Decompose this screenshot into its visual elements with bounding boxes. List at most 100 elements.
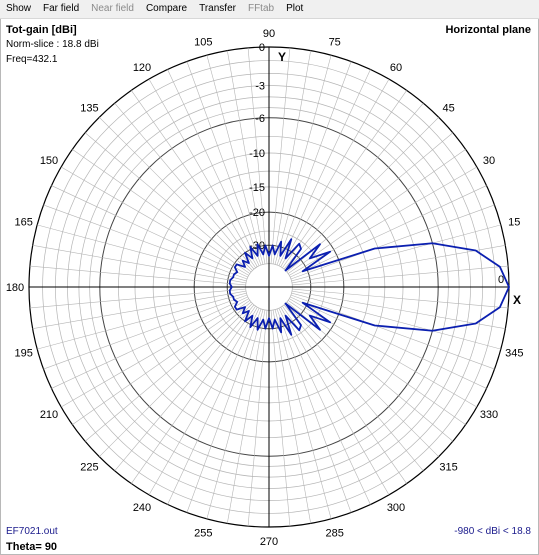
grid-spoke	[167, 308, 260, 505]
plot-title: Tot-gain [dBi]	[6, 24, 77, 36]
menu-compare[interactable]: Compare	[145, 3, 188, 14]
grid-spoke	[37, 224, 247, 282]
grid-spoke	[290, 204, 495, 280]
grid-spoke	[290, 294, 495, 370]
grid-spoke	[51, 296, 248, 389]
angle-tick-label: 75	[329, 37, 341, 49]
grid-spoke	[292, 288, 509, 309]
gain-pattern-trace	[228, 238, 510, 336]
grid-spoke	[51, 185, 248, 278]
grid-spoke	[276, 61, 352, 266]
grid-spoke	[283, 304, 424, 472]
axis-labels: YX	[278, 50, 521, 307]
grid-spoke	[247, 47, 268, 264]
file-name: EF7021.out	[6, 526, 58, 537]
grid-spoke	[61, 298, 249, 408]
grid-spoke	[32, 290, 247, 329]
radial-tick-labels: 0-3-6-10-15-20-30	[249, 42, 265, 252]
radial-tick-label: -20	[249, 207, 265, 219]
angle-tick-label: 45	[442, 102, 454, 114]
angle-tick-label: 135	[80, 102, 98, 114]
menu-near-field[interactable]: Near field	[91, 3, 134, 14]
menu-far-field[interactable]: Far field	[43, 3, 80, 14]
grid-spoke	[287, 149, 466, 274]
radial-tick-label: -3	[255, 81, 265, 93]
grid-spoke	[84, 301, 252, 442]
grid-spoke	[84, 132, 252, 273]
angle-tick-label: 285	[326, 527, 344, 539]
grid-spoke	[292, 265, 509, 286]
grid-spoke	[99, 117, 253, 271]
menu-plot[interactable]: Plot	[286, 3, 304, 14]
polar-grid	[28, 46, 510, 528]
angle-tick-label: 255	[194, 527, 212, 539]
angle-tick-label: 315	[439, 462, 457, 474]
angle-tick-label: 180	[6, 282, 24, 294]
angle-tick-label: 120	[133, 62, 151, 74]
grid-spoke	[291, 292, 501, 350]
grid-spoke	[282, 305, 407, 484]
grid-spoke	[37, 292, 247, 350]
grid-spoke	[289, 166, 478, 276]
angle-tick-label: 210	[40, 409, 58, 421]
grid-spoke	[99, 303, 253, 457]
x-axis-label: X	[513, 293, 521, 307]
grid-spoke	[148, 79, 258, 267]
grid-spoke	[61, 166, 249, 276]
angle-tick-label: 30	[483, 155, 495, 167]
angle-tick-label: 90	[263, 28, 275, 40]
angle-tick-label: 0	[498, 274, 504, 286]
grid-spoke	[291, 290, 506, 329]
grid-spoke	[167, 69, 260, 266]
grid-spoke	[290, 185, 487, 278]
grid-spoke	[114, 304, 255, 472]
grid-spoke	[206, 55, 264, 265]
gain-range: -980 < dBi < 18.8	[454, 526, 531, 537]
grid-spoke	[186, 61, 262, 266]
frequency-label: Freq=432.1	[6, 54, 58, 65]
grid-spoke	[274, 309, 332, 519]
radial-tick-label: -15	[249, 182, 265, 194]
grid-spoke	[285, 117, 439, 271]
grid-spoke	[131, 90, 256, 269]
angle-tick-label: 345	[505, 348, 523, 360]
grid-spoke	[43, 204, 248, 280]
angle-tick-label: 300	[387, 502, 405, 514]
grid-spoke	[29, 265, 246, 286]
angle-tick-label: 270	[260, 536, 278, 548]
grid-spoke	[276, 308, 352, 513]
grid-spoke	[227, 309, 266, 524]
grid-spoke	[280, 307, 390, 496]
grid-spoke	[29, 288, 246, 309]
menu-fftab[interactable]: FFtab	[247, 3, 275, 14]
angle-tick-label: 330	[480, 409, 498, 421]
menu-bar: Show Far field Near field Compare Transfer FF…	[0, 0, 539, 19]
polar-chart: 15 30 45 60 75 90 105 120 135 150 165 180 195 210 225 2…	[6, 28, 524, 548]
menu-transfer[interactable]: Transfer	[199, 3, 236, 14]
grid-spoke	[247, 310, 268, 527]
grid-spoke	[272, 50, 311, 265]
y-axis-label: Y	[278, 50, 286, 64]
radial-tick-label: -10	[249, 148, 265, 160]
gain-pattern	[228, 238, 510, 336]
grid-spoke	[282, 90, 407, 269]
grid-spoke	[114, 102, 255, 270]
grid-spoke	[280, 79, 390, 267]
angle-tick-label: 195	[15, 348, 33, 360]
normalization-label: Norm-slice : 18.8 dBi	[6, 39, 99, 50]
angle-tick-label: 105	[194, 37, 212, 49]
angle-tick-labels: 15 30 45 60 75 90 105 120 135 150 165 180 195 210 225 2…	[6, 28, 524, 548]
grid-spoke	[290, 296, 487, 389]
grid-spoke	[291, 245, 506, 284]
grid-spoke	[289, 298, 478, 408]
grid-spoke	[148, 307, 258, 496]
grid-spoke	[72, 149, 251, 274]
angle-tick-label: 60	[390, 62, 402, 74]
grid-spoke	[227, 50, 266, 265]
grid-spoke	[270, 47, 291, 264]
theta-label: Theta= 90	[6, 541, 58, 553]
menu-show[interactable]: Show	[6, 3, 32, 14]
grid-spoke	[287, 300, 466, 425]
angle-tick-label: 150	[40, 155, 58, 167]
plane-label: Horizontal plane	[445, 24, 531, 36]
